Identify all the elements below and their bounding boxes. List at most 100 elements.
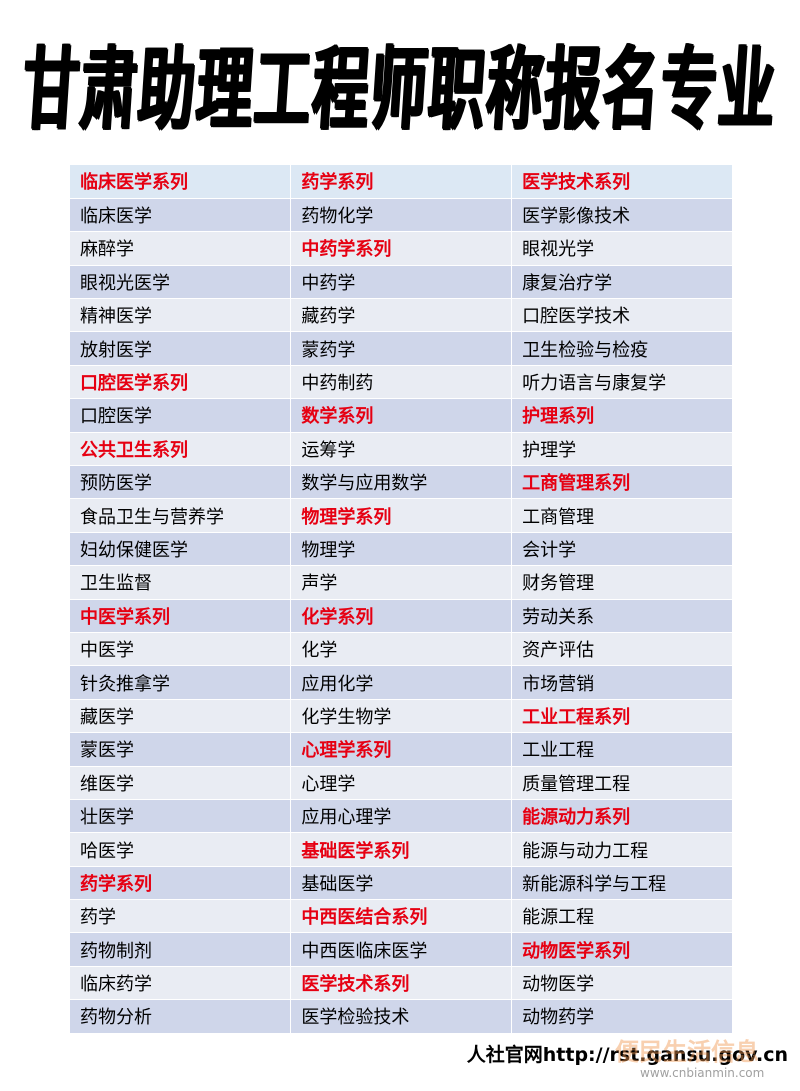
major-cell: 护理学 (511, 432, 733, 467)
table-row: 中医学系列 化学系列 劳动关系 (70, 599, 733, 633)
major-cell: 精神医学 (70, 298, 292, 333)
watermark: 便民生活信息 (615, 1038, 759, 1066)
table-row: 食品卫生与营养学 物理学系列 工商管理 (70, 498, 733, 533)
table-row: 眼视光医学 中药学 康复治疗学 (70, 265, 733, 300)
major-cell: 针灸推拿学 (70, 665, 292, 700)
major-cell: 卫生监督 (70, 565, 292, 600)
major-table: 临床医学系列 药学系列 医学技术系列 临床医学 药物化学 医学影像技术 麻醉学 中药学系列 眼视… (70, 165, 733, 1034)
major-cell: 运筹学 (290, 432, 513, 467)
major-cell: 能源工程 (511, 899, 733, 934)
major-cell: 临床药学 (70, 966, 292, 1001)
major-cell: 心理学 (290, 766, 513, 800)
major-cell: 妇幼保健医学 (70, 532, 292, 567)
major-cell: 劳动关系 (511, 599, 733, 633)
major-cell: 预防医学 (70, 465, 292, 500)
table-row: 公共卫生系列 运筹学 护理学 (70, 432, 733, 467)
series-cell: 医学技术系列 (511, 165, 733, 199)
series-cell: 工商管理系列 (511, 465, 733, 500)
series-cell: 公共卫生系列 (70, 432, 292, 467)
title: 甘肃助理工程师职称报名专业 (19, 38, 780, 143)
major-cell: 动物药学 (511, 999, 733, 1034)
major-cell: 应用心理学 (290, 799, 513, 834)
series-cell: 基础医学系列 (290, 832, 513, 867)
major-cell: 维医学 (70, 766, 292, 800)
table-row: 哈医学 基础医学系列 能源与动力工程 (70, 832, 733, 867)
series-cell: 化学系列 (290, 599, 513, 633)
table-row: 壮医学 应用心理学 能源动力系列 (70, 799, 733, 834)
major-cell: 食品卫生与营养学 (70, 498, 292, 533)
major-cell: 医学检验技术 (290, 999, 513, 1034)
major-cell: 资产评估 (511, 632, 733, 667)
major-cell: 药物分析 (70, 999, 292, 1034)
series-cell: 药学系列 (70, 866, 292, 901)
series-cell: 数学系列 (290, 398, 513, 433)
major-cell: 药物化学 (290, 198, 513, 233)
major-cell: 应用化学 (290, 665, 513, 700)
major-cell: 市场营销 (511, 665, 733, 700)
major-cell: 财务管理 (511, 565, 733, 600)
major-cell: 听力语言与康复学 (511, 365, 733, 400)
series-cell: 物理学系列 (290, 498, 513, 533)
table-row: 藏医学 化学生物学 工业工程系列 (70, 699, 733, 734)
table-row: 妇幼保健医学 物理学 会计学 (70, 532, 733, 567)
major-cell: 藏医学 (70, 699, 292, 734)
series-cell: 医学技术系列 (290, 966, 513, 1001)
footer: 人社官网http://rst.gansu.gov.cn (466, 1044, 788, 1066)
major-cell: 工商管理 (511, 498, 733, 533)
series-cell: 动物医学系列 (511, 932, 733, 967)
major-cell: 药物制剂 (70, 932, 292, 967)
series-cell: 心理学系列 (290, 732, 513, 767)
major-cell: 动物医学 (511, 966, 733, 1001)
series-cell: 药学系列 (290, 165, 513, 199)
table-row: 临床医学 药物化学 医学影像技术 (70, 198, 733, 233)
major-cell: 蒙药学 (290, 331, 513, 366)
series-cell: 临床医学系列 (70, 165, 292, 199)
major-cell: 放射医学 (70, 331, 292, 366)
major-cell: 卫生检验与检疫 (511, 331, 733, 366)
major-cell: 中西医临床医学 (290, 932, 513, 967)
table-row: 药物分析 医学检验技术 动物药学 (70, 999, 733, 1034)
series-cell: 工业工程系列 (511, 699, 733, 734)
major-cell: 眼视光学 (511, 231, 733, 266)
major-cell: 哈医学 (70, 832, 292, 867)
major-cell: 蒙医学 (70, 732, 292, 767)
major-cell: 化学生物学 (290, 699, 513, 734)
table-row: 口腔医学系列 中药制药 听力语言与康复学 (70, 365, 733, 400)
series-cell: 中西医结合系列 (290, 899, 513, 934)
table-row: 药学系列 基础医学 新能源科学与工程 (70, 866, 733, 901)
table-row: 蒙医学 心理学系列 工业工程 (70, 732, 733, 767)
major-cell: 药学 (70, 899, 292, 934)
major-cell: 壮医学 (70, 799, 292, 834)
major-cell: 临床医学 (70, 198, 292, 233)
major-cell: 口腔医学 (70, 398, 292, 433)
table-row: 维医学 心理学 质量管理工程 (70, 766, 733, 800)
table-row: 中医学 化学 资产评估 (70, 632, 733, 667)
major-cell: 麻醉学 (70, 231, 292, 266)
table-row: 针灸推拿学 应用化学 市场营销 (70, 665, 733, 700)
major-cell: 工业工程 (511, 732, 733, 767)
series-cell: 护理系列 (511, 398, 733, 433)
major-cell: 声学 (290, 565, 513, 600)
major-cell: 化学 (290, 632, 513, 667)
table-row: 麻醉学 中药学系列 眼视光学 (70, 231, 733, 266)
table-row: 口腔医学 数学系列 护理系列 (70, 398, 733, 433)
table-row: 药物制剂 中西医临床医学 动物医学系列 (70, 932, 733, 967)
major-cell: 会计学 (511, 532, 733, 567)
table-row: 预防医学 数学与应用数学 工商管理系列 (70, 465, 733, 500)
series-cell: 中药学系列 (290, 231, 513, 266)
table-row: 临床药学 医学技术系列 动物医学 (70, 966, 733, 1001)
series-cell: 中医学系列 (70, 599, 292, 633)
major-cell: 新能源科学与工程 (511, 866, 733, 901)
major-cell: 质量管理工程 (511, 766, 733, 800)
major-cell: 数学与应用数学 (290, 465, 513, 500)
major-cell: 基础医学 (290, 866, 513, 901)
table-row: 药学 中西医结合系列 能源工程 (70, 899, 733, 934)
table-row: 精神医学 藏药学 口腔医学技术 (70, 298, 733, 333)
major-cell: 医学影像技术 (511, 198, 733, 233)
table-row: 放射医学 蒙药学 卫生检验与检疫 (70, 331, 733, 366)
major-cell: 藏药学 (290, 298, 513, 333)
table-row: 临床医学系列 药学系列 医学技术系列 (70, 165, 733, 199)
major-cell: 口腔医学技术 (511, 298, 733, 333)
